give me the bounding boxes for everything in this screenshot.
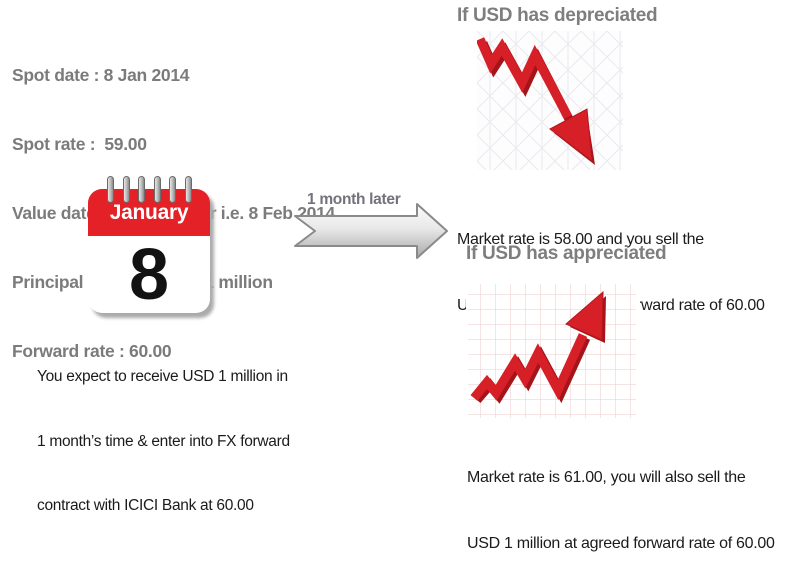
calendar-month-label: January	[109, 200, 189, 224]
ring-icon	[169, 176, 176, 203]
downtrend-chart-image	[477, 31, 623, 170]
appreciated-title: If USD has appreciated	[466, 243, 667, 264]
expectation-paragraph: You expect to receive USD 1 million in 1…	[37, 323, 290, 538]
depreciated-caption-line1: Market rate is 58.00 and you sell the	[457, 231, 704, 248]
ring-icon	[138, 176, 145, 203]
transition-label: 1 month later	[307, 191, 401, 208]
ring-icon	[153, 176, 161, 203]
expectation-line3: contract with ICICI Bank at 60.00	[37, 497, 254, 514]
appreciated-caption-line2: USD 1 million at agreed forward rate of …	[467, 535, 775, 552]
ring-icon	[184, 176, 192, 203]
calendar-day-number: 8	[128, 234, 170, 313]
depreciated-title: If USD has depreciated	[457, 5, 658, 26]
ring-icon	[107, 176, 114, 203]
forward-rate-line: Forward rate : 60.00	[12, 341, 172, 361]
appreciated-caption-line1: Market rate is 61.00, you will also sell…	[467, 469, 746, 486]
calendar-card: January 8	[88, 189, 210, 313]
spot-rate-line: Spot rate : 59.00	[12, 134, 147, 154]
expectation-line1: You expect to receive USD 1 million in	[37, 368, 288, 385]
spot-date-line: Spot date : 8 Jan 2014	[12, 65, 190, 85]
appreciated-caption: Market rate is 61.00, you will also sell…	[467, 423, 775, 577]
ring-icon	[122, 176, 130, 203]
expectation-line2: 1 month’s time & enter into FX forward	[37, 432, 290, 450]
calendar-body: 8	[88, 236, 210, 313]
right-block-arrow-icon	[294, 203, 448, 259]
calendar-binding-rings	[107, 176, 192, 203]
uptrend-chart-image	[466, 280, 640, 422]
calendar-icon: January 8	[88, 176, 214, 318]
